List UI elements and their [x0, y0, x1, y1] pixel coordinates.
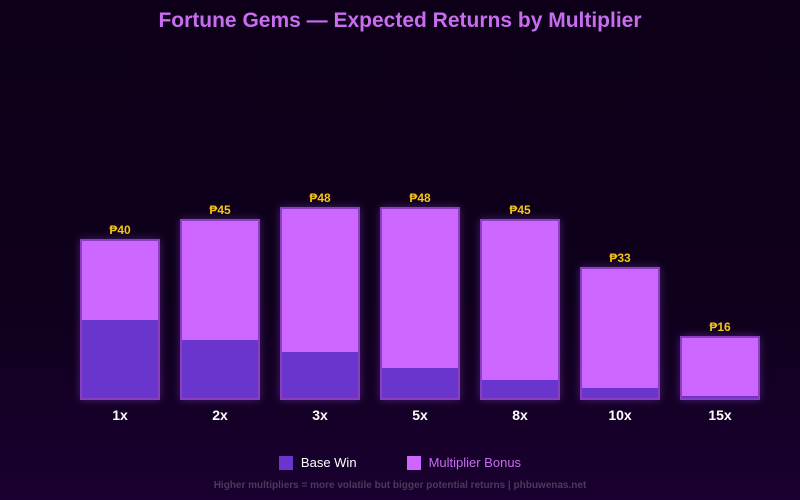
- x-tick-label: 8x: [512, 407, 528, 423]
- x-tick-label: 10x: [608, 407, 632, 423]
- legend-item-multiplier-bonus: Multiplier Bonus: [406, 455, 522, 470]
- value-label: ₱48: [309, 191, 331, 205]
- x-tick-label: 2x: [212, 407, 228, 423]
- value-label: ₱45: [509, 203, 531, 218]
- bar-segment-base-win: [382, 367, 458, 398]
- bar-segment-base-win: [182, 339, 258, 398]
- bar-segment-base-win: [282, 351, 358, 398]
- base-win-swatch: [278, 455, 293, 470]
- legend-item-base-win: Base Win: [278, 455, 357, 470]
- bar-segment-base-win: [682, 395, 758, 398]
- bar-2x: [180, 219, 260, 400]
- bar-3x: [280, 207, 360, 400]
- footer-note: Higher multipliers = more volatile but b…: [213, 480, 587, 491]
- bar-8x: [480, 219, 560, 400]
- bar-1x: [80, 239, 160, 400]
- chart-title: Fortune Gems — Expected Returns by Multi…: [158, 9, 642, 32]
- bar-15x: [680, 335, 760, 400]
- value-label: ₱48: [409, 191, 431, 205]
- legend-label-multiplier-bonus: Multiplier Bonus: [428, 455, 522, 470]
- bar-segment-base-win: [582, 387, 658, 398]
- x-tick-label: 3x: [312, 407, 328, 423]
- value-label: ₱45: [209, 203, 231, 218]
- x-tick-label: 15x: [708, 407, 732, 423]
- legend: Base Win Multiplier Bonus: [0, 455, 800, 470]
- x-tick-label: 5x: [412, 407, 428, 423]
- value-label: ₱33: [609, 251, 631, 266]
- x-tick-label: 1x: [112, 407, 128, 423]
- bar-5x: [380, 207, 460, 400]
- bar-10x: [580, 267, 660, 400]
- bar-segment-base-win: [482, 379, 558, 398]
- multiplier-bonus-swatch: [406, 455, 421, 470]
- value-label: ₱16: [709, 319, 731, 334]
- value-label: ₱40: [109, 223, 131, 238]
- legend-label-base-win: Base Win: [300, 455, 357, 470]
- bar-segment-base-win: [82, 319, 158, 398]
